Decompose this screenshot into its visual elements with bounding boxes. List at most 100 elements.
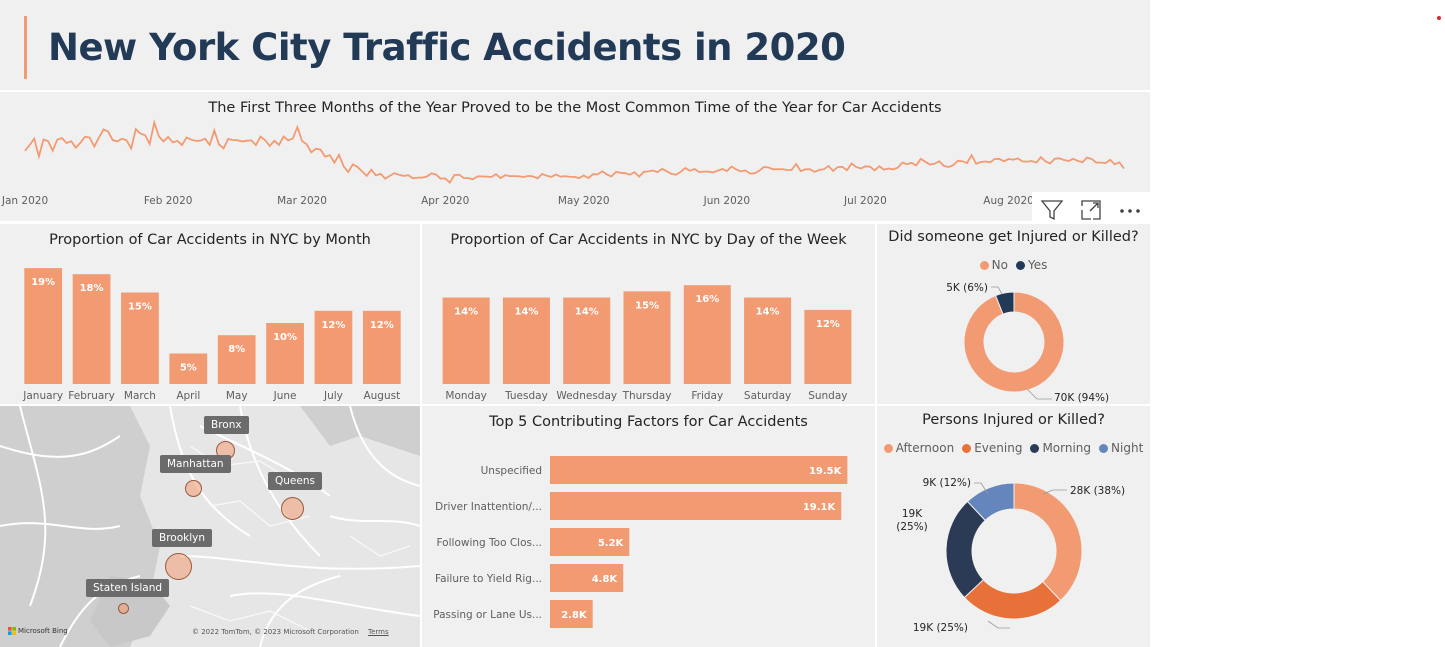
bar <box>169 353 208 384</box>
map-credit: © 2022 TomTom, © 2023 Microsoft Corporat… <box>192 628 359 636</box>
bar <box>550 456 848 484</box>
donut-slice <box>945 500 986 599</box>
category-label: July <box>323 390 343 402</box>
injured-legend: No Yes <box>877 258 1150 272</box>
data-label: 8% <box>228 344 245 355</box>
data-label: 12% <box>321 320 345 331</box>
legend-label-no: No <box>991 258 1008 272</box>
data-label: 12% <box>370 320 394 331</box>
legend-dot-yes <box>1015 260 1025 270</box>
x-tick-label: Jun 2020 <box>703 195 750 207</box>
microsoft-logo-icon <box>8 627 16 635</box>
weekday-chart-title: Proportion of Car Accidents in NYC by Da… <box>450 232 847 248</box>
data-label: 14% <box>756 307 780 318</box>
data-label: 16% <box>695 294 719 305</box>
bar <box>362 310 401 384</box>
map-label-bronx: Bronx <box>204 416 249 434</box>
map-background[interactable] <box>0 406 420 647</box>
category-label: Following Too Clos... <box>437 537 542 549</box>
bar <box>550 600 593 628</box>
factors-bar-chart[interactable]: 19.5K Unspecified 19.1K Driver Inattention/… <box>422 406 875 647</box>
persons-injured-visual[interactable]: Persons Injured or Killed? Afternoon Eve… <box>877 406 1150 647</box>
injured-killed-visual[interactable]: Did someone get Injured or Killed? No Ye… <box>877 224 1150 404</box>
data-label: 19.5K <box>809 466 843 477</box>
persons-donut-chart[interactable]: 28K (38%) 19K (25%) 19K (25%) 9K (12%) <box>877 406 1150 647</box>
legend-dot-afternoon <box>883 443 893 453</box>
data-label: 10% <box>273 332 297 343</box>
legend-item-night[interactable]: Night <box>1099 441 1143 455</box>
map-terms-link[interactable]: Terms <box>368 628 389 636</box>
month-proportion-visual[interactable]: Proportion of Car Accidents in NYC by Mo… <box>0 224 420 404</box>
data-label: 19.1K <box>803 502 837 513</box>
manhattan-bubble[interactable] <box>185 480 202 497</box>
category-label: Thursday <box>622 390 672 402</box>
donut-slice <box>966 482 1015 522</box>
legend-item-yes[interactable]: Yes <box>1015 258 1048 272</box>
weekday-bar-chart[interactable]: 14% Monday 14% Tuesday 14% Wednesday 15% Thursd… <box>422 224 875 404</box>
legend-item-morning[interactable]: Morning <box>1030 441 1091 455</box>
injured-donut-chart[interactable]: 70K (94%) 5K (6%) <box>877 224 1150 404</box>
bar <box>442 297 490 384</box>
legend-label-evening: Evening <box>974 441 1023 455</box>
filter-icon[interactable] <box>1037 195 1067 225</box>
staten-island-bubble[interactable] <box>118 603 129 614</box>
page-title: New York City Traffic Accidents in 2020 <box>48 26 846 69</box>
legend-item-afternoon[interactable]: Afternoon <box>883 441 955 455</box>
status-dot <box>1437 16 1441 20</box>
visual-header-toolbar <box>1032 192 1150 227</box>
focus-mode-icon[interactable] <box>1076 195 1106 225</box>
brooklyn-bubble[interactable] <box>165 553 192 580</box>
bar <box>217 335 256 384</box>
slice-label: 70K (94%) <box>1054 392 1109 404</box>
daily-series-line <box>24 119 1125 185</box>
slice-label: 9K (12%) <box>923 477 971 489</box>
category-label: April <box>176 390 200 402</box>
map-label-queens: Queens <box>268 472 322 490</box>
x-tick-label: Apr 2020 <box>421 195 469 207</box>
bar <box>502 297 550 384</box>
x-tick-label: Feb 2020 <box>144 195 193 207</box>
title-accent-bar <box>24 16 27 79</box>
category-label: Driver Inattention/... <box>435 501 542 513</box>
data-label: 5.2K <box>598 538 625 549</box>
category-label: Passing or Lane Us... <box>433 609 542 621</box>
weekday-proportion-visual[interactable]: Proportion of Car Accidents in NYC by Da… <box>422 224 875 404</box>
factors-visual[interactable]: Top 5 Contributing Factors for Car Accid… <box>422 406 875 647</box>
header-panel: New York City Traffic Accidents in 2020 <box>0 0 1150 90</box>
legend-item-no[interactable]: No <box>979 258 1008 272</box>
month-chart-title: Proportion of Car Accidents in NYC by Mo… <box>49 232 371 248</box>
category-label: Wednesday <box>556 390 617 402</box>
bar <box>550 528 630 556</box>
category-label: Friday <box>691 390 723 402</box>
category-label: January <box>22 390 63 402</box>
legend-item-evening[interactable]: Evening <box>962 441 1022 455</box>
legend-label-yes: Yes <box>1027 258 1048 272</box>
legend-dot-night <box>1099 443 1109 453</box>
legend-dot-morning <box>1030 443 1040 453</box>
slice-label: 5K (6%) <box>946 282 988 294</box>
leader-line <box>991 286 1003 295</box>
daily-accidents-visual[interactable]: The First Three Months of the Year Prove… <box>0 92 1150 221</box>
daily-chart-title: The First Three Months of the Year Prove… <box>208 100 942 116</box>
queens-bubble[interactable] <box>281 497 304 520</box>
bar <box>550 564 624 592</box>
category-label: Monday <box>445 390 486 402</box>
x-tick-label: May 2020 <box>558 195 610 207</box>
bar <box>804 309 852 384</box>
month-bar-chart[interactable]: 19% January 18% February 15% March 5% April 8% Ma… <box>0 224 420 404</box>
bar <box>683 285 731 384</box>
persons-chart-title: Persons Injured or Killed? <box>922 412 1105 428</box>
category-label: March <box>124 390 156 402</box>
slice-label: 28K (38%) <box>1070 485 1125 497</box>
data-label: 12% <box>816 319 840 330</box>
legend-label-night: Night <box>1111 441 1144 455</box>
data-label: 19% <box>31 277 55 288</box>
more-options-icon[interactable] <box>1115 195 1145 225</box>
legend-label-afternoon: Afternoon <box>895 441 955 455</box>
factors-chart-title: Top 5 Contributing Factors for Car Accid… <box>489 414 808 430</box>
borough-map-visual[interactable]: Bronx Manhattan Queens Brooklyn Staten I… <box>0 406 420 647</box>
daily-line-chart[interactable]: Jan 2020 Feb 2020 Mar 2020 Apr 2020 May 2020… <box>0 92 1150 221</box>
data-label: 4.8K <box>592 574 619 585</box>
data-label: 2.8K <box>561 610 588 621</box>
